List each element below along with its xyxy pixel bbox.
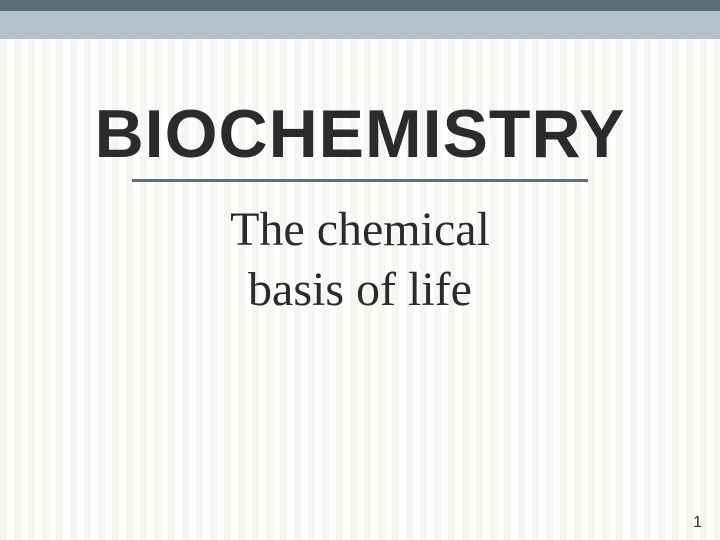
title-underline xyxy=(132,179,588,182)
slide-container: BIOCHEMISTRY The chemical basis of life … xyxy=(0,0,720,540)
slide-subtitle: The chemical basis of life xyxy=(230,200,490,320)
page-number: 1 xyxy=(693,514,702,532)
subtitle-line-2: basis of life xyxy=(248,263,472,316)
subtitle-line-1: The chemical xyxy=(230,203,490,256)
slide-title: BIOCHEMISTRY xyxy=(95,95,626,173)
content-area: BIOCHEMISTRY The chemical basis of life xyxy=(0,0,720,540)
